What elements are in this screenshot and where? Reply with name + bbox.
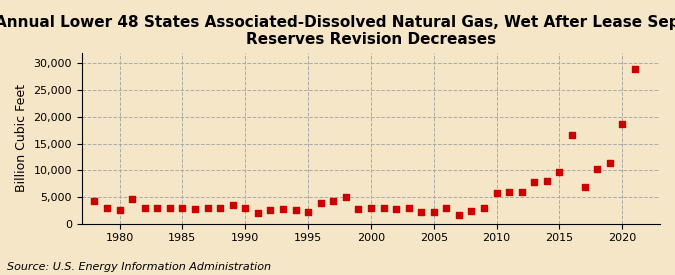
- Point: [227, 203, 238, 207]
- Point: [378, 205, 389, 210]
- Y-axis label: Billion Cubic Feet: Billion Cubic Feet: [15, 84, 28, 192]
- Point: [416, 210, 427, 214]
- Point: [127, 196, 138, 201]
- Point: [579, 185, 590, 189]
- Point: [302, 210, 313, 214]
- Point: [566, 132, 577, 137]
- Point: [466, 209, 477, 213]
- Point: [340, 195, 351, 199]
- Point: [504, 189, 514, 194]
- Point: [391, 207, 402, 211]
- Point: [529, 179, 540, 184]
- Point: [516, 189, 527, 194]
- Point: [290, 208, 301, 213]
- Point: [89, 199, 100, 204]
- Point: [554, 170, 565, 174]
- Point: [240, 205, 250, 210]
- Point: [152, 205, 163, 210]
- Point: [165, 205, 176, 210]
- Text: Source: U.S. Energy Information Administration: Source: U.S. Energy Information Administ…: [7, 262, 271, 272]
- Point: [617, 122, 628, 126]
- Point: [479, 205, 489, 210]
- Point: [366, 205, 377, 210]
- Point: [491, 191, 502, 196]
- Point: [604, 161, 615, 166]
- Point: [202, 205, 213, 210]
- Point: [541, 179, 552, 183]
- Point: [441, 205, 452, 210]
- Point: [114, 208, 125, 212]
- Point: [630, 67, 641, 71]
- Point: [328, 199, 339, 204]
- Point: [139, 205, 150, 210]
- Point: [429, 210, 439, 214]
- Point: [252, 211, 263, 215]
- Point: [190, 207, 200, 211]
- Point: [353, 207, 364, 211]
- Point: [315, 201, 326, 206]
- Point: [177, 206, 188, 210]
- Point: [102, 206, 113, 210]
- Point: [454, 213, 464, 217]
- Point: [265, 208, 276, 213]
- Point: [215, 205, 225, 210]
- Point: [277, 207, 288, 211]
- Title: Annual Lower 48 States Associated-Dissolved Natural Gas, Wet After Lease Separat: Annual Lower 48 States Associated-Dissol…: [0, 15, 675, 47]
- Point: [403, 205, 414, 210]
- Point: [592, 167, 603, 171]
